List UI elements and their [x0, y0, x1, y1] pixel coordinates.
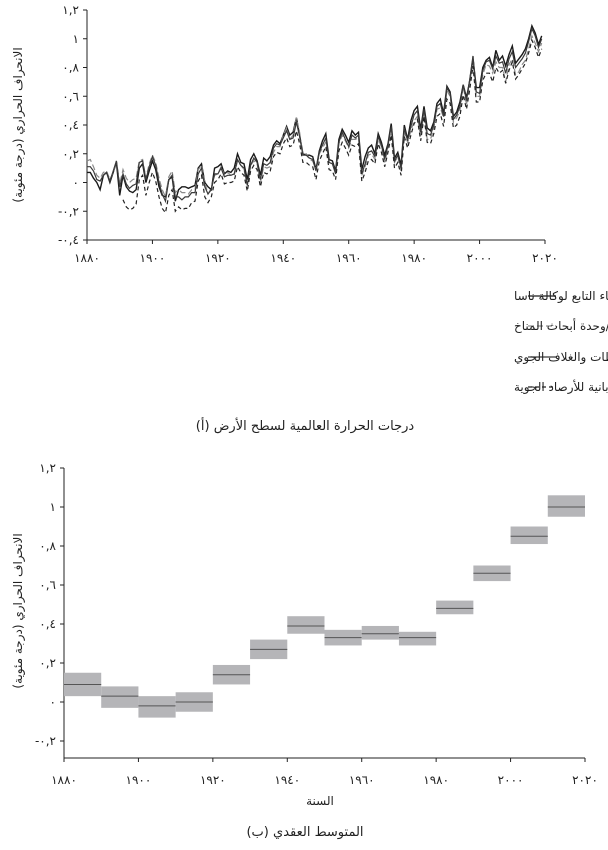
panel-b-x-tick-label: ١٨٨٠	[51, 773, 77, 787]
panel-a-y-tick-label: ١,٢	[62, 3, 79, 17]
legend-label-4: الوكالة اليابانية للأرصاد الجوية	[514, 379, 608, 395]
panel-a-caption: (أ) درجات الحرارة العالمية لسطح الأرض	[196, 417, 415, 434]
panel-a-x-tick-label: ١٩٤٠	[270, 251, 296, 265]
panel-b-decadal-chart: ١,٢ ١ ٠,٨ ٠,٦ ٠,٤ ٠,٢ ٠ -٠,٢ ١٨٨٠ ١٩٠٠ ١٩٢٠ ١٩٤٠ ١٩…	[11, 461, 598, 808]
panel-a-x-tick-label: ٢٠٠٠	[467, 251, 493, 265]
panel-b-caption: (ب) المتوسط العقدي	[246, 825, 363, 840]
panel-b-x-tick-label: ١٩٨٠	[423, 773, 449, 787]
decade-bar-1890	[101, 686, 139, 708]
decade-bar-1960	[361, 625, 399, 640]
panel-b-y-tick-label: ٠,٤	[39, 617, 56, 631]
panel-b-x-axis-label: السنة	[306, 794, 334, 808]
panel-a-legend: معهد جودارد لدراسات الفضاء التابع لوكالة…	[514, 289, 608, 395]
series-line-3	[87, 26, 543, 204]
legend-label-2: مركز هادلي التابع لمكتب الأرصاد الجوية/و…	[514, 318, 608, 334]
panel-b-x-tick-label: ٢٠٢٠	[572, 773, 598, 787]
panel-a-x-tick-label: ١٩٨٠	[401, 251, 427, 265]
panel-a-y-tick-label: ١	[73, 32, 79, 46]
panel-b-x-tick-label: ٢٠٠٠	[498, 773, 524, 787]
legend-label-3: المركز الوطني للبيانات المناخية التابع ل…	[514, 350, 608, 365]
panel-b-x-tick-label: ١٩٤٠	[274, 773, 300, 787]
panel-b-y-tick-label: ٠	[50, 695, 56, 709]
panel-b-y-tick-label: ٠,٨	[39, 539, 56, 553]
decade-bar-1970	[398, 631, 437, 646]
panel-a-y-tick-label: -٠,٤	[58, 233, 79, 247]
panel-b-x-tick-label: ١٩٠٠	[126, 773, 152, 787]
panel-b-x-tick-label: ١٩٦٠	[349, 773, 375, 787]
panel-a-x-tick-label: ٢٠٢٠	[532, 251, 558, 265]
panel-a-x-tick-label: ١٨٨٠	[74, 251, 100, 265]
decade-bar-1980	[436, 600, 474, 615]
series-line-2	[86, 34, 543, 199]
decade-bar-1900	[138, 696, 176, 718]
panel-b-x-tick-label: ١٩٢٠	[200, 773, 226, 787]
panel-a-y-tick-label: ٠,٦	[62, 89, 79, 103]
panel-b-y-tick-label: ٠,٢	[39, 656, 56, 670]
panel-a-x-tick-label: ١٩٢٠	[205, 251, 231, 265]
panel-a-y-axis-label: الانحراف الحراري (درجة مئوية)	[11, 47, 26, 202]
panel-a-x-tick-label: ١٩٠٠	[140, 251, 166, 265]
panel-a-x-tick-label: ١٩٦٠	[336, 251, 362, 265]
series-line-4	[122, 38, 543, 215]
panel-b-y-tick-label: ١	[50, 500, 56, 514]
panel-a-y-tick-label: ٠,٤	[62, 118, 79, 132]
decade-bar-2010	[547, 495, 585, 517]
panel-a-y-tick-label: -٠,٢	[58, 204, 79, 218]
legend-label-1: معهد جودارد لدراسات الفضاء التابع لوكالة…	[514, 289, 608, 304]
decade-bar-1940	[287, 616, 325, 634]
panel-b-y-axis-label: الانحراف الحراري (درجة مئوية)	[11, 533, 26, 688]
decade-bar-2000	[510, 526, 548, 545]
panel-a-line-chart: ١,٢ ١ ٠,٨ ٠,٦ ٠,٤ ٠,٢ ٠ -٠,٢ -٠,٤ ١٨٨٠ ١٩٠٠ ١٩٢٠ ١٩…	[11, 3, 558, 265]
panel-a-y-tick-label: ٠,٢	[62, 147, 79, 161]
panel-a-y-tick-label: ٠	[73, 176, 79, 190]
panel-b-y-tick-label: ٠,٦	[39, 578, 56, 592]
panel-b-y-tick-label: -٠,٢	[35, 734, 56, 748]
panel-a-y-tick-label: ٠,٨	[62, 61, 79, 75]
panel-b-y-tick-label: ١,٢	[39, 461, 56, 475]
